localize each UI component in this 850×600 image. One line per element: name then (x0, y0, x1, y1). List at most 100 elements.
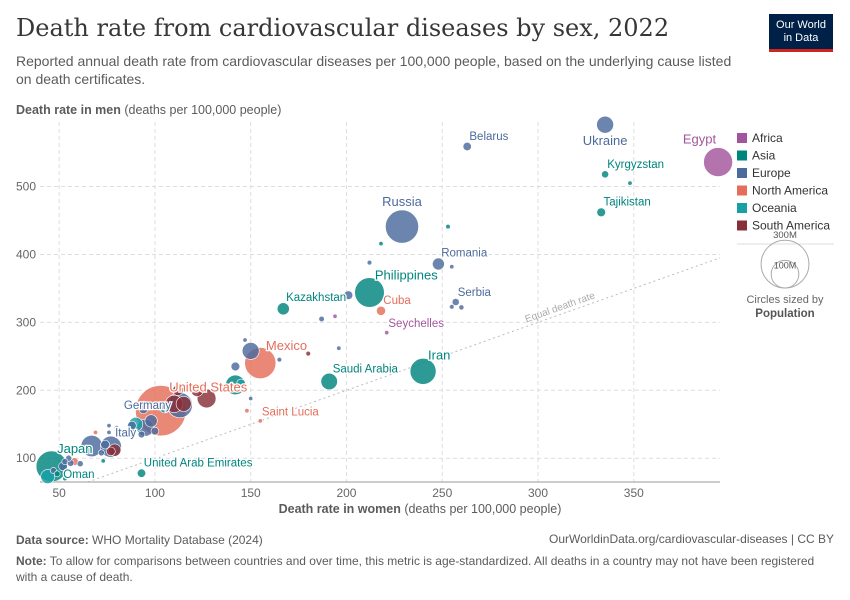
point-saudi-arabia (320, 372, 338, 391)
owid-logo[interactable]: Our World in Data (769, 14, 833, 52)
label-egypt: Egypt (683, 132, 717, 147)
country-point (106, 446, 116, 457)
x-axis-label: Death rate in women (deaths per 100,000 … (279, 502, 562, 516)
size-legend: 300M 100M Circles sized by Population (746, 230, 824, 320)
country-point (137, 430, 146, 439)
y-tick-label: 500 (16, 180, 36, 194)
country-point (114, 425, 120, 431)
country-point (336, 345, 342, 351)
point-romania (432, 257, 445, 271)
point-oman (53, 470, 61, 478)
legend-label-oceania: Oceania (752, 201, 797, 215)
country-point (366, 259, 373, 266)
point-ukraine (596, 115, 614, 134)
note-label: Note: (16, 554, 47, 568)
label-cuba: Cuba (383, 295, 411, 307)
country-point (100, 439, 110, 450)
legend: Africa Asia Europe North America Oceania Sout… (737, 131, 834, 245)
label-serbia: Serbia (458, 287, 492, 299)
label-saint-lucia: Saint Lucia (262, 407, 320, 419)
point-kazakhstan (276, 302, 290, 316)
country-point (144, 414, 158, 428)
country-point (106, 429, 112, 435)
x-tick-label: 350 (624, 486, 644, 500)
size-circle-100m (770, 259, 800, 289)
legend-swatch-oceania (737, 203, 747, 213)
point-philippines (354, 277, 385, 308)
country-point (62, 476, 68, 482)
label-kazakhstan: Kazakhstan (286, 292, 346, 304)
logo-line-2: in Data (783, 32, 819, 44)
legend-swatch-europe (737, 168, 747, 178)
label-philippines: Philippines (375, 268, 438, 283)
country-point (40, 469, 56, 484)
country-point (244, 408, 250, 414)
size-legend-caption-bold: Population (755, 308, 814, 320)
country-point (230, 361, 241, 372)
x-tick-label: 200 (336, 486, 356, 500)
country-point (343, 290, 354, 300)
country-point (241, 342, 260, 360)
chart-note: Note: To allow for comparisons between c… (16, 553, 826, 585)
label-belarus: Belarus (469, 131, 508, 143)
country-point (445, 224, 451, 230)
x-tick-label: 100 (145, 486, 165, 500)
equal-death-rate-line: Equal death rate (87, 257, 721, 483)
data-source-text: WHO Mortality Database (2024) (92, 533, 263, 547)
legend-label-africa: Africa (752, 131, 783, 145)
y-tick-label: 100 (16, 451, 36, 465)
label-oman: Oman (63, 469, 94, 481)
chart-title: Death rate from cardiovascular diseases … (16, 14, 670, 42)
country-point (120, 431, 128, 438)
point-seychelles (384, 330, 390, 336)
x-tick-label: 150 (241, 486, 261, 500)
country-point (242, 337, 248, 343)
logo-line-1: Our World (776, 19, 826, 31)
country-point (305, 350, 311, 357)
point-russia (385, 209, 419, 244)
label-ukraine: Ukraine (583, 133, 628, 148)
country-point (332, 313, 338, 319)
country-point (172, 384, 184, 396)
country-point (449, 264, 455, 270)
country-point (76, 460, 84, 468)
country-point (248, 395, 254, 401)
data-points (35, 115, 733, 484)
country-point (97, 449, 105, 457)
y-tick-label: 300 (16, 315, 36, 329)
x-tick-label: 250 (432, 486, 452, 500)
data-source-label: Data source: (16, 533, 89, 547)
country-point (159, 403, 170, 414)
legend-swatch-asia (737, 150, 747, 161)
country-point (318, 315, 325, 323)
legend-swatch-north-america (737, 185, 747, 196)
point-kyrgyzstan (601, 170, 609, 179)
x-axis-label-bold: Death rate in women (279, 502, 401, 516)
chart-subtitle: Reported annual death rate from cardiova… (16, 53, 732, 87)
label-russia: Russia (382, 194, 423, 209)
x-tick-label: 50 (52, 486, 66, 500)
label-kyrgyzstan: Kyrgyzstan (607, 159, 664, 171)
country-point (190, 383, 204, 397)
country-point (378, 241, 384, 247)
label-united-arab-emirates: United Arab Emirates (144, 458, 253, 470)
label-tajikistan: Tajikistan (604, 197, 651, 209)
legend-label-asia: Asia (752, 149, 776, 163)
country-point (150, 426, 160, 436)
note-text: To allow for comparisons between countri… (16, 554, 815, 584)
label-iran: Iran (428, 348, 450, 363)
legend-label-europe: Europe (752, 166, 791, 180)
point-united-arab-emirates (137, 468, 147, 478)
footer-url-link[interactable]: OurWorldinData.org/cardiovascular-diseas… (548, 532, 834, 546)
point-iran (409, 357, 437, 385)
label-saudi-arabia: Saudi Arabia (333, 364, 399, 376)
equal-rate-label: Equal death rate (524, 290, 597, 325)
label-italy: Italy (115, 427, 136, 439)
point-tajikistan (596, 207, 606, 218)
label-romania: Romania (441, 247, 488, 259)
size-legend-caption: Circles sized by (746, 294, 824, 306)
label-united-states: United States (169, 380, 248, 395)
point-belarus (462, 142, 472, 152)
country-point (138, 404, 149, 414)
size-label-100m: 100M (774, 260, 797, 270)
